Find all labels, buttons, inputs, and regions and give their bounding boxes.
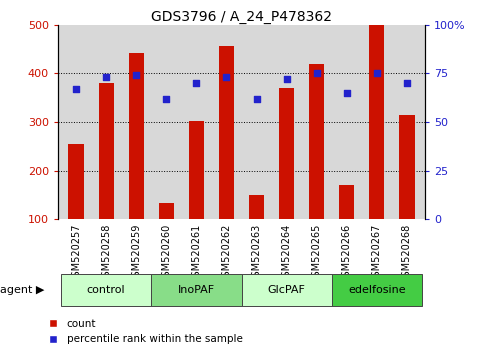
Text: GSM520264: GSM520264 [282, 224, 292, 283]
Text: GSM520257: GSM520257 [71, 224, 81, 283]
Point [162, 96, 170, 102]
Point [132, 73, 140, 78]
Text: InoPAF: InoPAF [178, 285, 215, 295]
Point [283, 76, 290, 82]
Text: GSM520265: GSM520265 [312, 224, 322, 283]
Legend: count, percentile rank within the sample: count, percentile rank within the sample [44, 315, 247, 348]
Text: GSM520263: GSM520263 [252, 224, 261, 283]
Text: GSM520260: GSM520260 [161, 224, 171, 283]
Text: GSM520267: GSM520267 [372, 224, 382, 283]
Text: GSM520268: GSM520268 [402, 224, 412, 283]
Point [102, 74, 110, 80]
Text: GSM520262: GSM520262 [222, 224, 231, 283]
Bar [69, 144, 84, 219]
Bar [99, 83, 114, 219]
Point [343, 90, 351, 96]
Text: GSM520258: GSM520258 [101, 224, 111, 283]
Text: control: control [87, 285, 126, 295]
Point [253, 96, 260, 102]
Bar [219, 46, 234, 219]
Bar [151, 274, 242, 306]
Bar [399, 115, 414, 219]
Text: agent ▶: agent ▶ [0, 285, 44, 295]
Bar [339, 185, 355, 219]
Text: edelfosine: edelfosine [348, 285, 406, 295]
Point [373, 70, 381, 76]
Point [72, 86, 80, 92]
Bar [249, 195, 264, 219]
Point [403, 80, 411, 86]
Title: GDS3796 / A_24_P478362: GDS3796 / A_24_P478362 [151, 10, 332, 24]
Text: GSM520266: GSM520266 [342, 224, 352, 283]
Bar [332, 274, 422, 306]
Bar [309, 64, 324, 219]
Point [313, 70, 321, 76]
Bar [242, 274, 332, 306]
Bar [159, 204, 174, 219]
Point [223, 74, 230, 80]
Text: GSM520261: GSM520261 [191, 224, 201, 283]
Bar [128, 52, 144, 219]
Text: GSM520259: GSM520259 [131, 224, 141, 283]
Bar [61, 274, 151, 306]
Text: GlcPAF: GlcPAF [268, 285, 306, 295]
Bar [189, 121, 204, 219]
Point [193, 80, 200, 86]
Bar [369, 25, 384, 219]
Bar [279, 88, 294, 219]
